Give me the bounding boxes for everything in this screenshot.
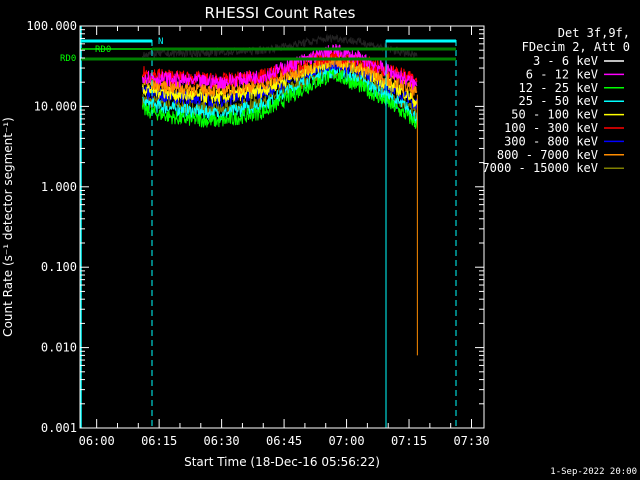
x-tick-label: 07:00 xyxy=(328,434,364,448)
y-tick-label: 10.000 xyxy=(34,99,77,113)
series-line xyxy=(142,33,418,60)
n-label: N xyxy=(158,37,163,47)
chart-title: RHESSI Count Rates xyxy=(205,4,356,22)
legend-entry-label: 50 - 100 keV xyxy=(511,108,598,122)
y-tick-label: 100.000 xyxy=(26,19,77,33)
y-tick-label: 0.010 xyxy=(41,341,77,355)
legend-entry-label: 300 - 800 keV xyxy=(504,134,598,148)
legend-entry-label: 3 - 6 keV xyxy=(533,54,598,68)
series-line xyxy=(142,69,418,129)
footer-timestamp: 1-Sep-2022 20:00 xyxy=(550,467,637,477)
chart-traces xyxy=(142,33,418,356)
series-line xyxy=(142,53,418,99)
x-axis: 06:00 06:15 06:30 06:45 07:00 07:15 07:30 xyxy=(79,26,490,448)
legend-header-line-2: FDecim 2, Att 0 xyxy=(522,40,630,54)
x-tick-label: 06:00 xyxy=(79,434,115,448)
x-tick-label: 07:30 xyxy=(453,434,489,448)
x-tick-label: 06:30 xyxy=(204,434,240,448)
chart-overlays: RD0 RD0 N xyxy=(60,26,457,428)
y-axis: 100.000 10.000 1.000 0.100 0.010 0.001 xyxy=(26,19,484,435)
rd0-label: RD0 xyxy=(95,45,111,55)
y-tick-label: 0.001 xyxy=(41,421,77,435)
x-axis-label: Start Time (18-Dec-16 05:56:22) xyxy=(184,455,380,469)
series-line xyxy=(142,54,418,108)
legend-entry-label: 800 - 7000 keV xyxy=(497,148,598,162)
legend-header-line-1: Det 3f,9f, xyxy=(558,26,630,40)
series-line xyxy=(142,43,418,90)
legend-entry-label: 6 - 12 keV xyxy=(526,67,598,81)
legend-entry-label: 100 - 300 keV xyxy=(504,121,598,135)
legend-entry-label: 12 - 25 keV xyxy=(519,81,598,95)
plot-frame xyxy=(79,25,485,429)
y-tick-label: 0.100 xyxy=(41,260,77,274)
legend-entry-label: 7000 - 15000 keV xyxy=(482,161,598,175)
y-tick-label: 1.000 xyxy=(41,180,77,194)
x-tick-label: 06:15 xyxy=(141,434,177,448)
rd0-label: RD0 xyxy=(60,54,76,64)
x-tick-label: 06:45 xyxy=(266,434,302,448)
x-tick-label: 07:15 xyxy=(391,434,427,448)
legend-entry-label: 25 - 50 keV xyxy=(519,94,598,108)
y-axis-label: Count Rate (s⁻¹ detector segment⁻¹) xyxy=(1,117,15,337)
